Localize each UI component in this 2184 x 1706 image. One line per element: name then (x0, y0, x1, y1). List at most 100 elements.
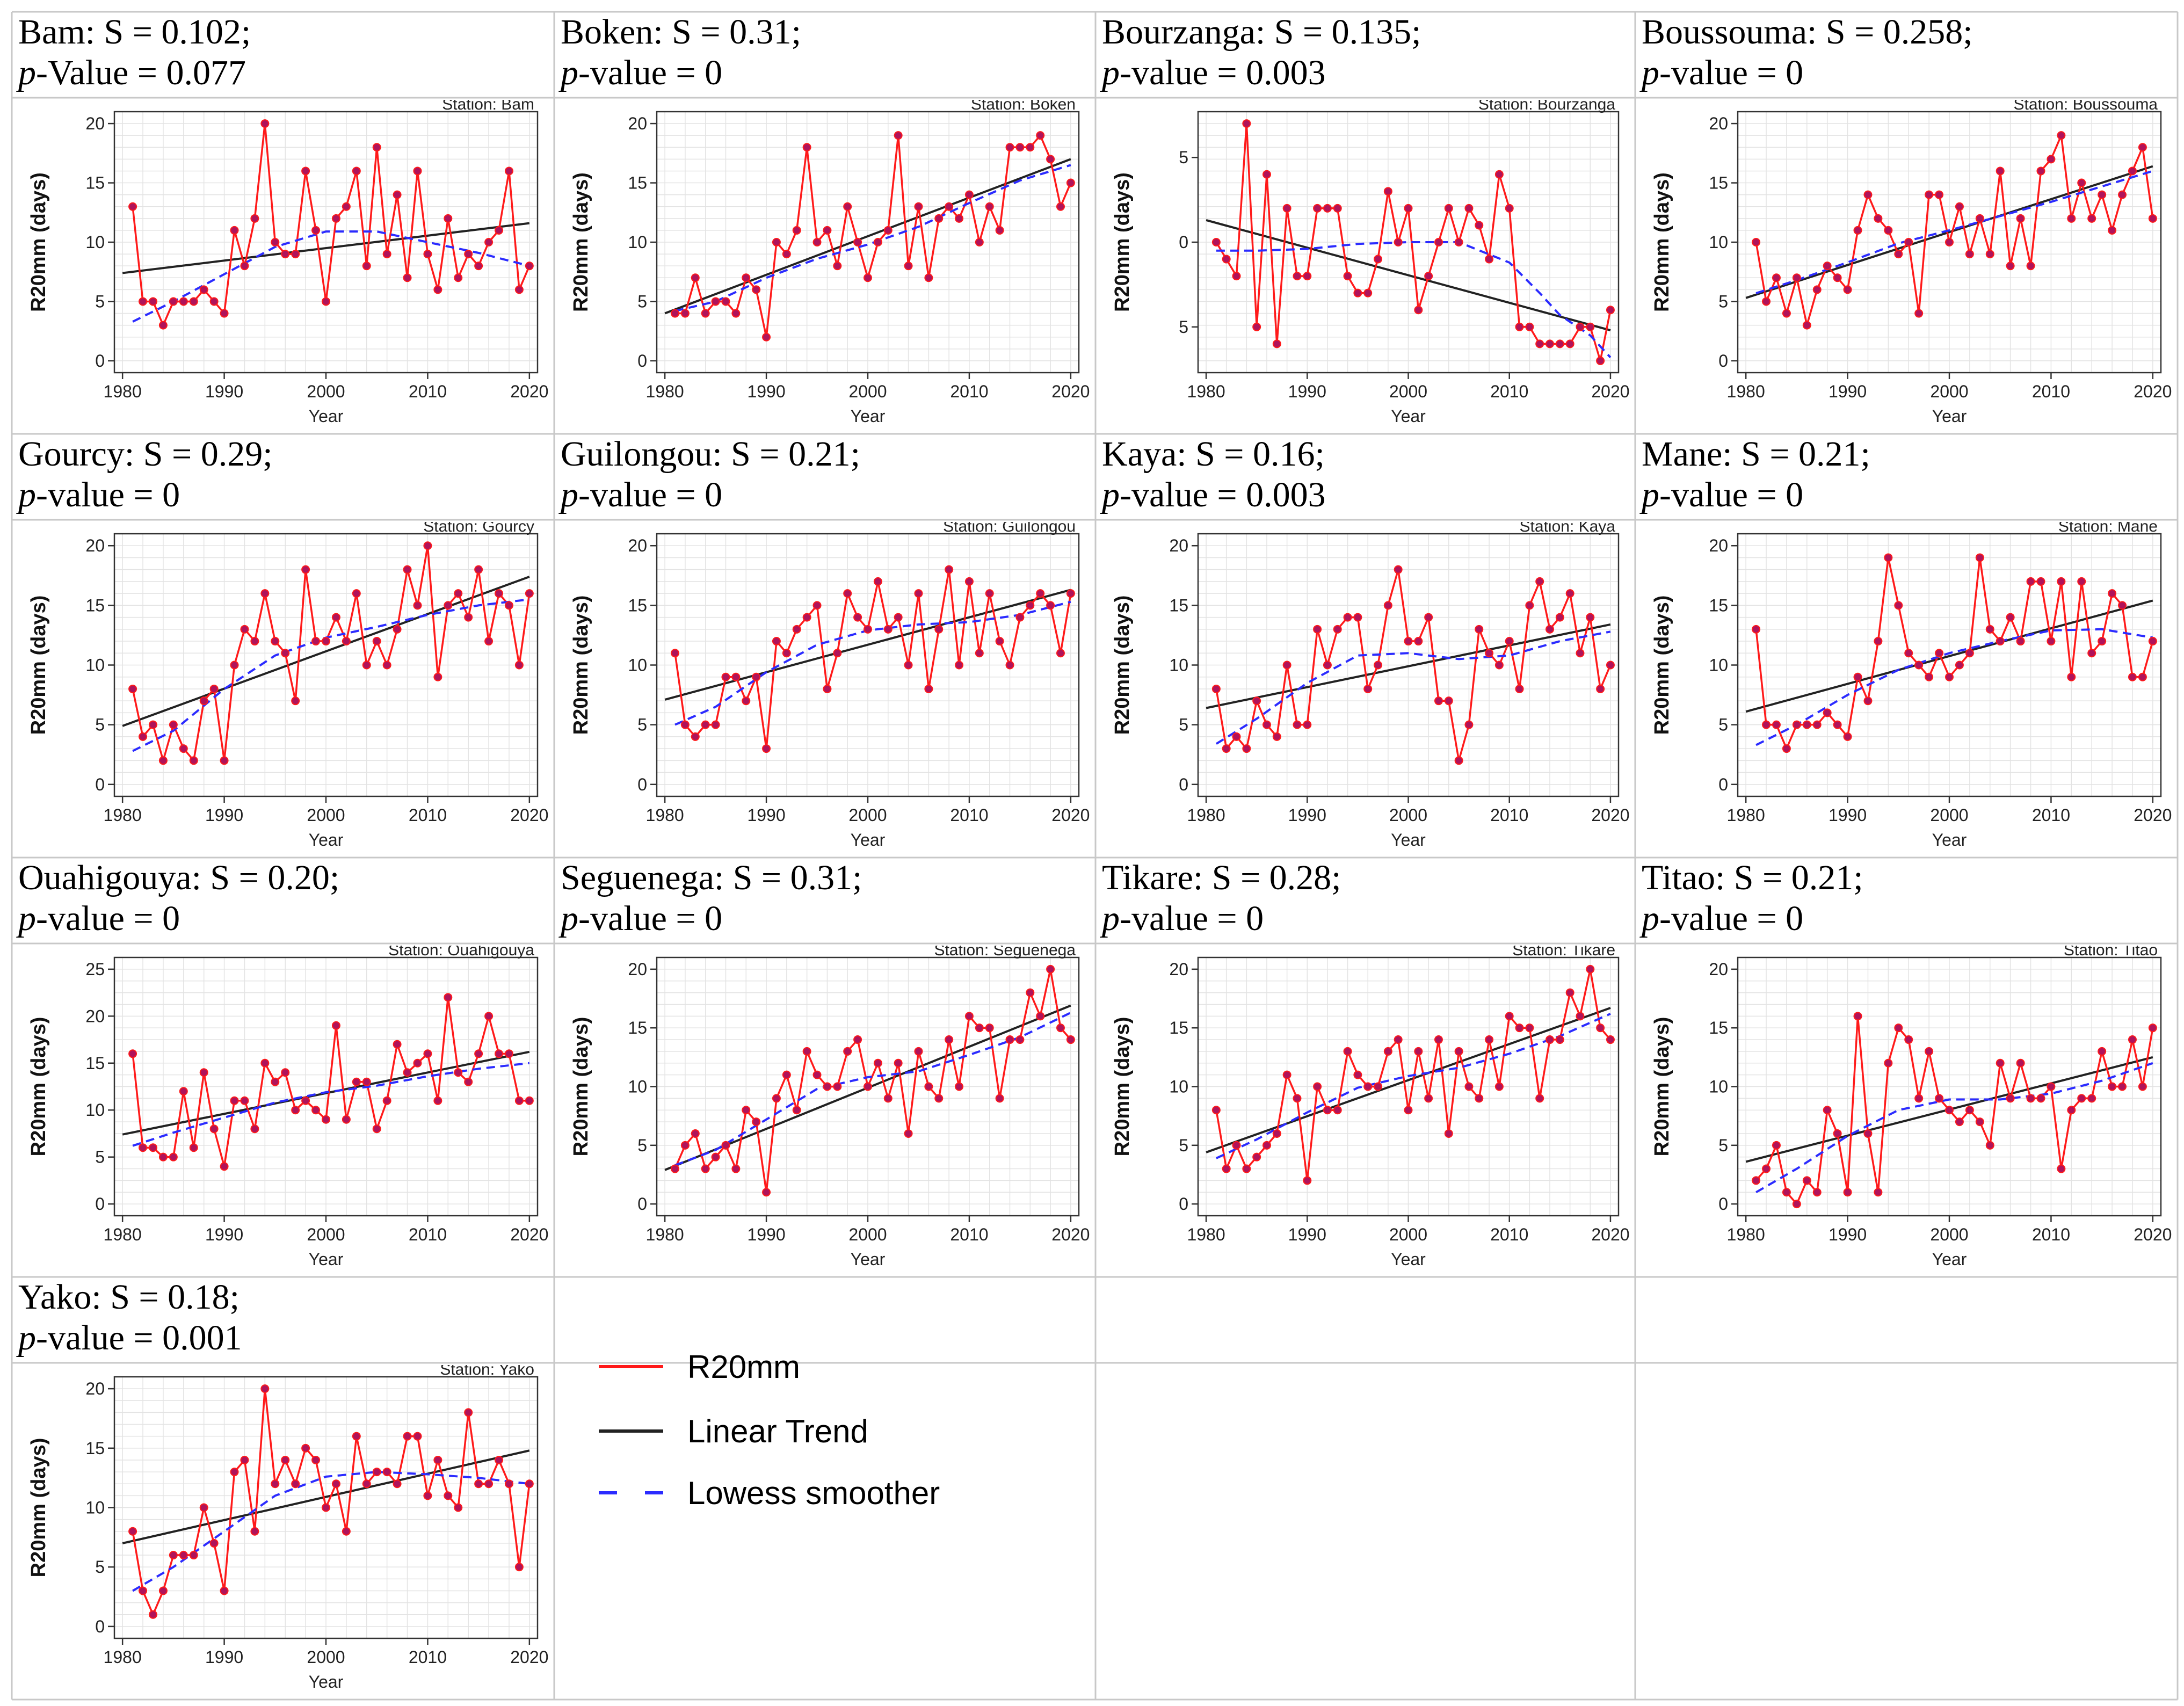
data-point (1525, 322, 1534, 331)
station-label: Station: Ouahigouya (388, 946, 534, 959)
y-tick-label: 0 (637, 351, 647, 371)
data-point (362, 262, 371, 271)
data-point (2036, 1094, 2045, 1103)
y-tick-label: 20 (1709, 536, 1728, 555)
station-cell: Bourzanga: S = 0.135; p-value = 0.003 Stat… (1095, 12, 1635, 434)
data-point (189, 756, 198, 765)
x-tick-label: 2020 (2134, 1225, 2172, 1244)
y-tick-label: 15 (1169, 1018, 1188, 1037)
data-point (772, 1094, 781, 1103)
y-axis-label: R20mm (days) (27, 1017, 50, 1157)
y-tick-label: 0 (95, 351, 105, 371)
data-point (158, 756, 168, 765)
series-line-r20mm (1755, 134, 2154, 326)
data-point (454, 273, 463, 282)
x-axis-label: Year (1932, 1250, 1967, 1269)
chart-plot: Station: Titao 0 5 10 15 20 1980 1990 2000 2010 20… (1651, 946, 2172, 1269)
p-value-line: p-value = 0 (561, 475, 723, 514)
x-tick-label: 1990 (205, 805, 243, 825)
data-point (1211, 1106, 1221, 1115)
data-point (1945, 238, 1954, 246)
data-point (1525, 1023, 1534, 1033)
y-tick-label: 15 (628, 596, 647, 615)
data-point (271, 238, 280, 246)
y-tick-label: 5 (95, 715, 105, 735)
x-tick-label: 2000 (1389, 1225, 1427, 1244)
data-point (1383, 187, 1392, 196)
data-point (525, 262, 534, 271)
data-point (504, 166, 513, 176)
data-point (139, 732, 148, 741)
station-stat-line: Yako: S = 0.18; (18, 1277, 240, 1317)
data-point (1252, 1152, 1261, 1161)
data-point (1884, 553, 1893, 562)
data-point (1596, 356, 1605, 365)
data-point (1833, 720, 1842, 729)
data-point (444, 993, 453, 1002)
data-point (883, 226, 893, 235)
data-point (1293, 1094, 1302, 1103)
data-point (853, 238, 862, 246)
data-point (762, 744, 771, 753)
data-point (772, 238, 781, 246)
trend-line (1206, 1007, 1611, 1153)
x-tick-label: 1990 (205, 1225, 243, 1244)
data-point (671, 309, 680, 318)
data-point (2128, 166, 2137, 176)
data-point (1914, 309, 1924, 318)
station-cell: Bam: S = 0.102; p-Value = 0.077 Station: B… (12, 12, 554, 434)
x-tick-label: 2010 (2032, 382, 2070, 401)
data-point (352, 1432, 361, 1441)
data-point (1925, 190, 1934, 199)
data-point (904, 262, 913, 271)
data-point (1494, 1082, 1504, 1091)
data-point (525, 589, 534, 598)
data-point (199, 696, 208, 706)
data-point (833, 649, 842, 658)
data-point (1333, 204, 1342, 213)
data-point (1843, 1188, 1852, 1197)
data-point (444, 214, 453, 223)
station-stat-line: Seguenega: S = 0.31; (561, 858, 862, 897)
data-point (230, 660, 239, 670)
data-point (853, 613, 862, 622)
y-tick-label: 0 (1718, 351, 1728, 371)
y-tick-label: 10 (1169, 1077, 1188, 1097)
data-point (382, 1468, 391, 1477)
data-point (250, 637, 259, 646)
data-point (1925, 672, 1934, 681)
data-point (2067, 672, 2076, 681)
data-point (393, 1479, 402, 1489)
data-point (1475, 625, 1484, 634)
data-point (2087, 1094, 2096, 1103)
y-tick-label: 10 (85, 656, 105, 675)
data-point (403, 273, 412, 282)
data-point (220, 1162, 229, 1171)
data-point (1874, 637, 1883, 646)
data-point (148, 297, 157, 306)
data-point (209, 297, 219, 306)
y-axis-label: R20mm (days) (1651, 172, 1673, 312)
data-point (464, 613, 473, 622)
y-tick-label: 5 (1179, 317, 1188, 337)
p-value-line: p-value = 0.003 (1102, 53, 1326, 92)
station-header: Kaya: S = 0.16; p-value = 0.003 (1102, 434, 1326, 516)
data-point (701, 309, 710, 318)
data-point (128, 684, 137, 693)
data-point (291, 1479, 300, 1489)
x-tick-label: 2000 (1389, 805, 1427, 825)
data-point (331, 1021, 340, 1030)
data-point (711, 720, 720, 729)
data-point (873, 577, 882, 586)
chart-plot: Station: Guilongou 0 5 10 15 20 1980 1990 2000 20… (570, 522, 1090, 850)
data-point (372, 1468, 381, 1477)
data-point (1374, 1082, 1383, 1091)
data-point (1823, 708, 1832, 717)
data-point (1782, 309, 1791, 318)
data-point (833, 262, 842, 271)
data-point (444, 1491, 453, 1500)
data-point (1586, 322, 1595, 331)
data-point (1424, 1094, 1433, 1103)
chart-plot: Station: Boken 0 5 10 15 20 1980 1990 2000 2010 20… (570, 100, 1090, 426)
data-point (1874, 1188, 1883, 1197)
